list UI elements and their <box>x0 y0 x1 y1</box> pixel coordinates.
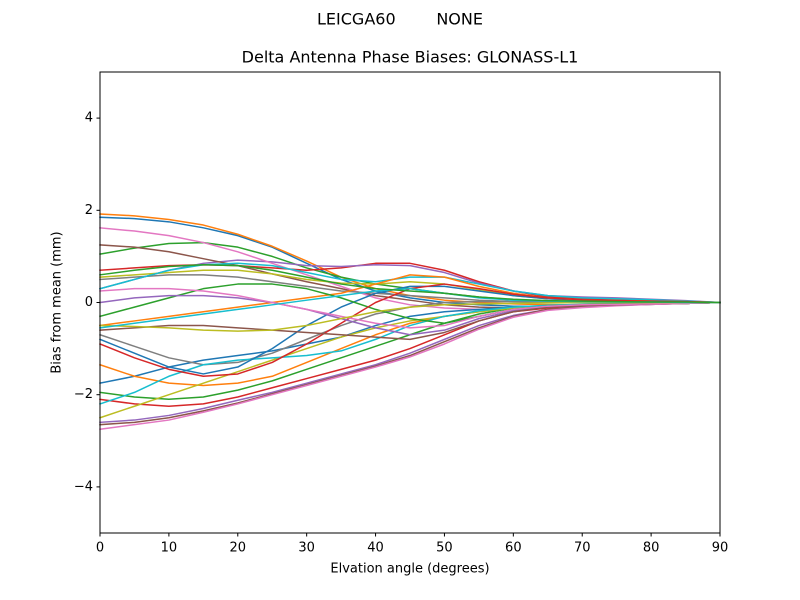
y-tick-label: −4 <box>74 479 93 494</box>
x-tick-label: 80 <box>643 541 660 556</box>
y-tick-label: −2 <box>74 387 93 402</box>
x-tick-label: 50 <box>436 541 453 556</box>
plot-area <box>99 213 721 431</box>
x-axis-label: Elvation angle (degrees) <box>330 562 489 577</box>
y-tick-label: 2 <box>85 203 93 218</box>
x-tick-label: 10 <box>161 541 178 556</box>
series-line <box>99 287 721 329</box>
series-line <box>99 301 721 431</box>
series-line <box>99 259 721 304</box>
x-tick-label: 30 <box>298 541 315 556</box>
series-line <box>99 263 721 304</box>
y-tick-label: 4 <box>85 111 93 126</box>
x-tick-label: 40 <box>367 541 384 556</box>
chart-title: Delta Antenna Phase Biases: GLONASS-L1 <box>242 48 579 67</box>
x-tick-label: 0 <box>96 541 104 556</box>
x-tick-label: 20 <box>230 541 247 556</box>
chart-suptitle: LEICGA60 NONE <box>317 10 483 29</box>
y-tick-label: 0 <box>85 295 93 310</box>
x-tick-label: 60 <box>505 541 522 556</box>
y-axis-label: Bias from mean (mm) <box>50 231 65 373</box>
x-tick-label: 70 <box>574 541 591 556</box>
x-tick-label: 90 <box>712 541 729 556</box>
